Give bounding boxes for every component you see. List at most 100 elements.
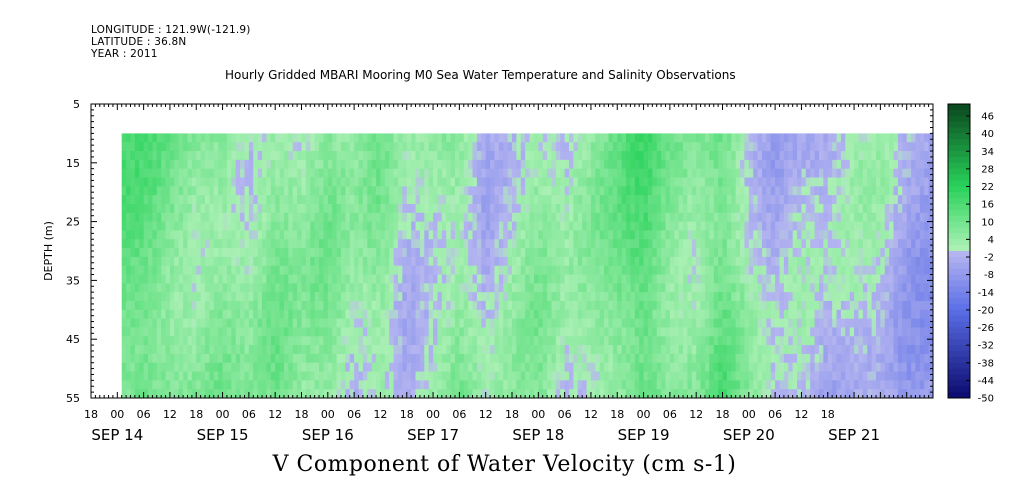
heatmap-cell: [376, 327, 381, 337]
heatmap-cell: [696, 345, 702, 355]
heatmap-cell: [327, 274, 333, 284]
heatmap-cell: [213, 248, 219, 258]
heatmap-cell: [726, 292, 732, 302]
heatmap-cell: [253, 371, 259, 381]
heatmap-cell: [148, 195, 153, 205]
heatmap-cell: [547, 151, 552, 161]
heatmap-cell: [683, 274, 688, 284]
heatmap-cell: [516, 142, 522, 152]
heatmap-cell: [507, 159, 513, 170]
heatmap-cell: [336, 345, 342, 355]
heatmap-cell: [349, 362, 355, 373]
heatmap-cell: [419, 345, 425, 355]
heatmap-cell: [358, 380, 364, 390]
heatmap-cell: [218, 371, 224, 381]
heatmap-cell: [266, 221, 272, 231]
heatmap-cell: [551, 239, 557, 249]
heatmap-cell: [134, 309, 140, 320]
heatmap-cell: [424, 195, 430, 205]
heatmap-cell: [560, 362, 566, 373]
heatmap-cell: [735, 203, 741, 214]
heatmap-cell: [244, 177, 250, 187]
heatmap-cell: [183, 345, 188, 355]
heatmap-cell: [555, 318, 561, 328]
heatmap-cell: [411, 336, 417, 346]
heatmap-cell: [621, 142, 627, 152]
heatmap-cell: [630, 362, 636, 373]
heatmap-cell: [683, 221, 688, 231]
heatmap-cell: [608, 168, 614, 178]
heatmap-cell: [310, 195, 316, 205]
heatmap-cell: [376, 221, 381, 231]
heatmap-cell: [323, 133, 329, 143]
heatmap-cell: [797, 371, 802, 381]
heatmap-cell: [555, 327, 561, 337]
heatmap-cell: [503, 300, 509, 311]
heatmap-cell: [709, 362, 715, 373]
heatmap-cell: [362, 168, 368, 178]
heatmap-cell: [406, 159, 412, 170]
heatmap-cell: [726, 265, 732, 276]
heatmap-cell: [283, 300, 289, 311]
heatmap-cell: [577, 133, 583, 143]
heatmap-cell: [161, 239, 167, 249]
heatmap-cell: [126, 212, 131, 223]
heatmap-cell: [196, 239, 202, 249]
heatmap-cell: [612, 203, 618, 214]
heatmap-cell: [454, 212, 460, 223]
heatmap-cell: [178, 309, 184, 320]
heatmap-cell: [494, 345, 500, 355]
heatmap-cell: [441, 142, 447, 152]
heatmap-cell: [661, 203, 666, 214]
heatmap-cell: [783, 212, 789, 223]
heatmap-cell: [126, 203, 131, 214]
heatmap-cell: [297, 274, 302, 284]
heatmap-cell: [718, 345, 723, 355]
heatmap-cell: [507, 256, 513, 267]
heatmap-cell: [696, 300, 702, 311]
heatmap-cell: [678, 389, 684, 399]
heatmap-cell: [700, 336, 706, 346]
heatmap-cell: [516, 265, 522, 276]
heatmap-cell: [314, 265, 320, 276]
heatmap-cell: [354, 239, 360, 249]
heatmap-cell: [121, 142, 127, 152]
heatmap-cell: [240, 221, 245, 231]
heatmap-cell: [121, 203, 127, 214]
heatmap-cell: [310, 327, 316, 337]
heatmap-cell: [805, 327, 811, 337]
heatmap-cell: [244, 362, 250, 373]
heatmap-cell: [336, 300, 342, 311]
heatmap-cell: [516, 309, 522, 320]
heatmap-cell: [700, 221, 706, 231]
heatmap-cell: [586, 239, 592, 249]
heatmap-cell: [656, 230, 662, 240]
heatmap-cell: [270, 159, 276, 170]
heatmap-cell: [428, 230, 434, 240]
heatmap-cell: [612, 230, 618, 240]
heatmap-cell: [674, 133, 680, 143]
heatmap-cell: [709, 371, 715, 381]
heatmap-cell: [525, 195, 531, 205]
heatmap-cell: [148, 212, 153, 223]
heatmap-cell: [678, 195, 684, 205]
heatmap-cell: [419, 362, 425, 373]
heatmap-cell: [248, 203, 254, 214]
heatmap-cell: [740, 203, 745, 214]
heatmap-cell: [490, 274, 495, 284]
heatmap-cell: [454, 265, 460, 276]
heatmap-cell: [805, 142, 811, 152]
heatmap-cell: [450, 133, 456, 143]
heatmap-cell: [582, 309, 588, 320]
heatmap-cell: [257, 168, 263, 178]
heatmap-cell: [801, 345, 807, 355]
heatmap-cell: [599, 336, 605, 346]
heatmap-cell: [604, 318, 609, 328]
heatmap-cell: [178, 142, 184, 152]
heatmap-cell: [262, 309, 267, 320]
heatmap-cell: [564, 274, 570, 284]
heatmap-cell: [314, 300, 320, 311]
heatmap-cell: [547, 371, 552, 381]
heatmap-cell: [516, 239, 522, 249]
heatmap-cell: [248, 345, 254, 355]
